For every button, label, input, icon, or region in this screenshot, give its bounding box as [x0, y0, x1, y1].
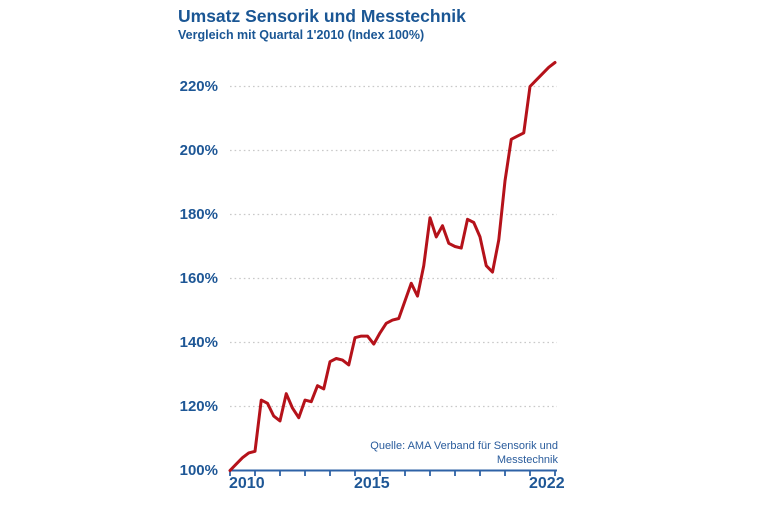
- source-note: Quelle: AMA Verband für Sensorik und Mes…: [258, 440, 558, 467]
- data-line-umsatz: [228, 61, 557, 472]
- y-axis-label-220: 220%: [179, 78, 218, 95]
- y-axis-label-140: 140%: [179, 334, 218, 351]
- x-axis-label-2015: 2015: [354, 475, 390, 492]
- y-axis-label-160: 160%: [179, 270, 218, 287]
- source-line-1: Quelle: AMA Verband für Sensorik und: [370, 440, 558, 452]
- chart-subtitle: Vergleich mit Quartal 1'2010 (Index 100%…: [178, 28, 425, 42]
- x-axis-label-2010: 2010: [229, 475, 265, 492]
- y-axis-label-120: 120%: [179, 398, 218, 415]
- chart-header: Umsatz Sensorik und Messtechnik Vergleic…: [178, 6, 466, 43]
- y-axis-label-180: 180%: [179, 206, 218, 223]
- x-axis-label-2022: 2022: [529, 475, 565, 492]
- source-line-2: Messtechnik: [496, 453, 558, 466]
- y-axis-label-200: 200%: [179, 142, 218, 159]
- chart-title: Umsatz Sensorik und Messtechnik: [178, 6, 466, 26]
- y-axis-label-100: 100%: [179, 462, 218, 479]
